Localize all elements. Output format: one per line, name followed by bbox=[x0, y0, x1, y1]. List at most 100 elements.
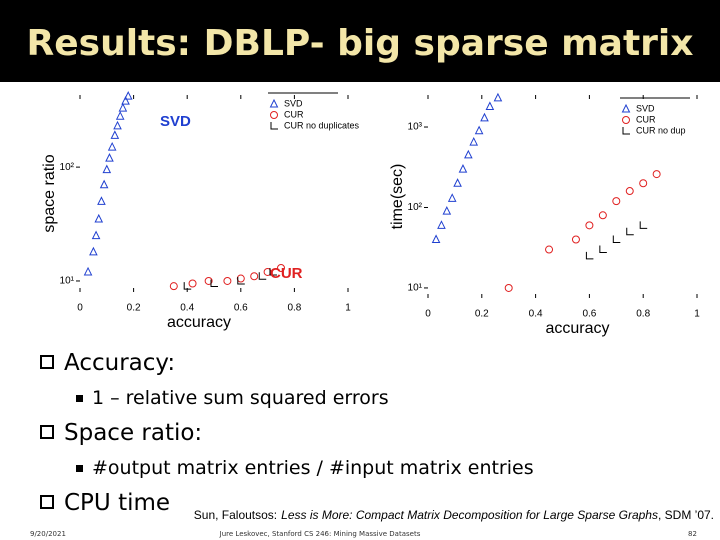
cur-point bbox=[277, 263, 285, 272]
cur-nodup-point bbox=[237, 276, 245, 285]
svd-point bbox=[94, 213, 104, 223]
annotation: SVD bbox=[160, 113, 191, 130]
charts: 0 0.2 0.4 0.6 0.8 1 10¹ 10² accuracy space ratio S… bbox=[41, 91, 700, 337]
sub-bullet: 1 – relative sum squared errors bbox=[76, 386, 710, 410]
y-tick-label: 10¹ bbox=[60, 276, 75, 287]
svd-point bbox=[469, 136, 479, 146]
x-tick-label: 0.8 bbox=[287, 303, 301, 314]
legend-label: CUR bbox=[636, 114, 656, 124]
cur-nodup-point bbox=[639, 221, 648, 229]
legend-swatch bbox=[622, 127, 630, 135]
page-number: 82 bbox=[688, 530, 697, 538]
cur-point bbox=[250, 272, 259, 281]
bullet: CPU time bbox=[40, 490, 710, 516]
svd-point bbox=[485, 101, 495, 110]
svd-point bbox=[464, 149, 473, 159]
cur-point bbox=[263, 267, 272, 276]
citation-venue: , SDM ’07. bbox=[657, 508, 714, 522]
x-tick-label: 0.6 bbox=[234, 303, 248, 314]
svd-point bbox=[99, 179, 109, 189]
svd-point bbox=[480, 112, 489, 122]
x-tick-label: 0.4 bbox=[529, 309, 543, 320]
x-tick-label: 0.6 bbox=[582, 309, 596, 320]
y-tick-label: 10² bbox=[408, 202, 423, 213]
citation: Sun, Faloutsos: Less is More: Compact Mat… bbox=[194, 508, 714, 522]
cur-point bbox=[204, 276, 213, 285]
svd-point bbox=[453, 178, 462, 187]
svd-point bbox=[474, 125, 484, 135]
cur-point bbox=[223, 276, 232, 285]
svd-point bbox=[110, 130, 120, 139]
svd-point bbox=[115, 111, 125, 120]
x-tick-label: 0 bbox=[77, 303, 83, 314]
x-tick-label: 0.2 bbox=[475, 309, 489, 320]
cur-nodup-point bbox=[626, 227, 634, 236]
svd-point bbox=[91, 230, 101, 240]
x-tick-label: 0.2 bbox=[127, 303, 141, 314]
legend-swatch bbox=[269, 98, 279, 108]
cur-nodup-point bbox=[599, 245, 607, 254]
bullet-list: Accuracy: 1 – relative sum squared errors… bbox=[40, 340, 710, 516]
x-tick-label: 1 bbox=[345, 303, 351, 314]
cur-nodup-point bbox=[183, 282, 192, 290]
svd-point bbox=[458, 163, 468, 173]
cur-point bbox=[625, 187, 634, 196]
y-axis-label: space ratio bbox=[41, 154, 58, 232]
x-tick-label: 0.8 bbox=[636, 309, 650, 320]
legend-swatch bbox=[270, 122, 278, 130]
cur-nodup-point bbox=[269, 267, 277, 276]
svd-point bbox=[123, 91, 133, 100]
cur-nodup-point bbox=[258, 272, 267, 280]
x-axis-label: accuracy bbox=[545, 320, 609, 337]
legend-label: CUR bbox=[284, 109, 304, 119]
cur-point bbox=[188, 279, 197, 288]
cur-point bbox=[169, 282, 178, 291]
svd-point bbox=[105, 152, 114, 162]
cur-point bbox=[571, 235, 580, 244]
cur-point bbox=[612, 197, 621, 206]
x-tick-label: 0.4 bbox=[180, 303, 194, 314]
svd-point bbox=[113, 120, 122, 130]
citation-authors: Sun, Faloutsos: bbox=[193, 508, 278, 522]
y-axis-label: time(sec) bbox=[389, 164, 406, 230]
svd-point bbox=[437, 220, 446, 229]
title-bar bbox=[0, 0, 720, 82]
svd-point bbox=[442, 206, 452, 215]
legend-swatch bbox=[270, 111, 278, 119]
svd-point bbox=[118, 102, 128, 112]
cur-point bbox=[585, 221, 594, 230]
svd-point bbox=[447, 193, 457, 202]
svd-point bbox=[83, 266, 93, 276]
citation-title: Less is More: Compact Matrix Decompositi… bbox=[281, 508, 658, 522]
legend-label: CUR no dup bbox=[636, 125, 686, 135]
annotation: CUR bbox=[270, 265, 303, 282]
x-tick-label: 0 bbox=[425, 309, 431, 320]
svd-point bbox=[97, 196, 106, 205]
svd-point bbox=[107, 141, 117, 151]
bullet: Space ratio: bbox=[40, 420, 710, 446]
cur-point bbox=[652, 170, 661, 179]
bullet: Accuracy: bbox=[40, 350, 710, 376]
cur-nodup-point bbox=[612, 235, 621, 244]
cur-point bbox=[236, 274, 245, 283]
slide-title: Results: DBLP- big sparse matrix bbox=[26, 23, 694, 64]
footer-date: 9/20/2021 bbox=[30, 530, 66, 538]
cur-point bbox=[504, 283, 513, 292]
y-tick-label: 10¹ bbox=[408, 283, 423, 294]
x-axis-label: accuracy bbox=[167, 314, 231, 331]
x-tick-label: 1 bbox=[694, 309, 700, 320]
legend-label: CUR no duplicates bbox=[284, 120, 360, 130]
svd-point bbox=[121, 95, 130, 105]
cur-nodup-point bbox=[210, 279, 218, 288]
cur-point bbox=[545, 245, 554, 254]
cur-point bbox=[639, 179, 648, 188]
y-tick-label: 10² bbox=[60, 162, 75, 173]
svd-point bbox=[102, 164, 112, 174]
legend-label: SVD bbox=[636, 103, 655, 113]
cur-nodup-point bbox=[585, 251, 594, 260]
svd-point bbox=[493, 92, 503, 102]
y-tick-label: 10³ bbox=[408, 122, 423, 133]
sub-bullet: #output matrix entries / #input matrix e… bbox=[76, 456, 710, 480]
cur-point bbox=[598, 211, 607, 220]
